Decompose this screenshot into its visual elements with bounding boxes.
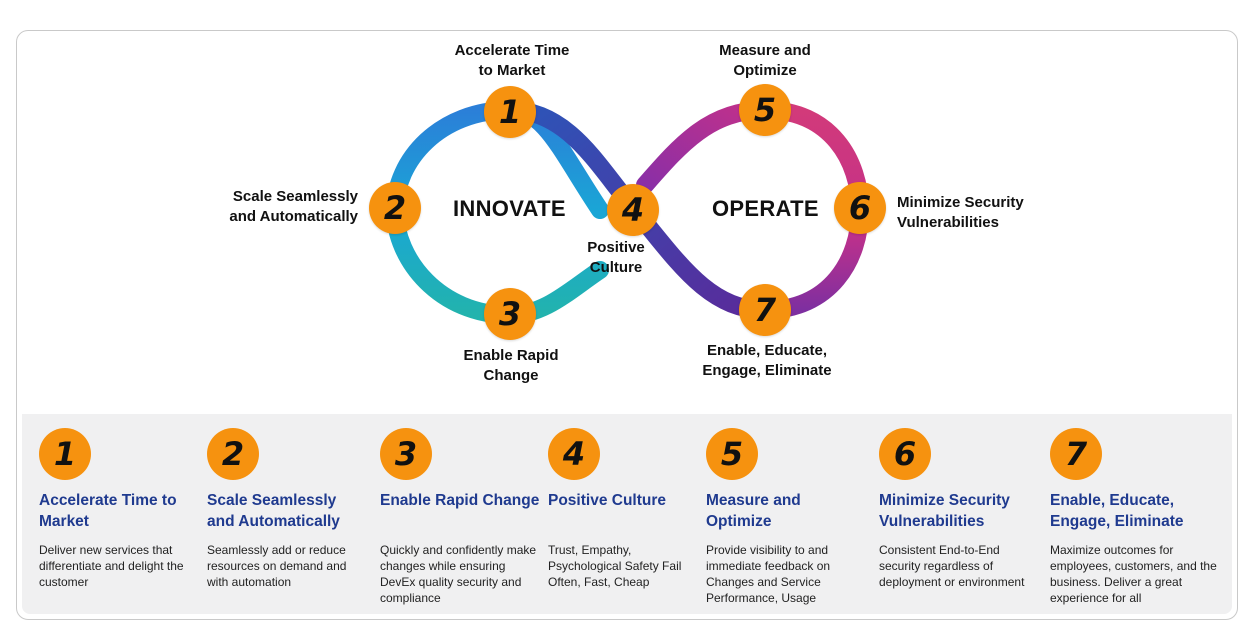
card-description: Quickly and confidently make changes whi…: [380, 543, 537, 605]
card-description: Deliver new services that differentiate …: [39, 543, 184, 589]
diagram-badge-6: 6: [834, 182, 886, 234]
card-title: Measure and Optimize: [706, 492, 801, 530]
diagram-label-3: Enable Rapid Change: [463, 347, 559, 384]
card-number-badge: 5: [706, 428, 758, 480]
card-title: Scale Seamlessly and Automatically: [207, 492, 340, 530]
diagram-badge-4: 4: [607, 184, 659, 236]
card-description: Maximize outcomes for employees, custome…: [1050, 543, 1217, 605]
card-6: 6 Minimize Security Vulnerabilities Cons…: [879, 428, 1039, 590]
diagram-label-1: Accelerate Time to Market: [454, 42, 570, 79]
diagram-badge-5: 5: [739, 84, 791, 136]
card-description: Trust, Empathy, Psychological Safety Fai…: [548, 543, 682, 589]
card-title: Positive Culture: [548, 492, 666, 509]
card-description: Consistent End-to-End security regardles…: [879, 543, 1025, 589]
card-3: 3 Enable Rapid Change Quickly and confid…: [380, 428, 540, 606]
card-1: 1 Accelerate Time to Market Deliver new …: [39, 428, 199, 590]
diagram-badge-3: 3: [484, 288, 536, 340]
diagram-badge-1: 1: [484, 86, 536, 138]
diagram-label-2: Scale Seamlessly and Automatically: [229, 188, 358, 225]
card-4: 4 Positive Culture Trust, Empathy, Psych…: [548, 428, 708, 590]
card-2: 2 Scale Seamlessly and Automatically Sea…: [207, 428, 367, 590]
card-number-badge: 7: [1050, 428, 1102, 480]
card-number-badge: 2: [207, 428, 259, 480]
card-description: Seamlessly add or reduce resources on de…: [207, 543, 347, 589]
card-title: Accelerate Time to Market: [39, 492, 177, 530]
diagram-badge-7: 7: [739, 284, 791, 336]
diagram-label-6: Minimize Security Vulnerabilities: [897, 194, 1024, 231]
card-description: Provide visibility to and immediate feed…: [706, 543, 831, 605]
card-number-badge: 3: [380, 428, 432, 480]
operate-label: OPERATE: [712, 196, 819, 221]
card-number-badge: 4: [548, 428, 600, 480]
diagram-label-4: Positive Culture: [587, 239, 645, 276]
card-number-badge: 1: [39, 428, 91, 480]
innovate-label: INNOVATE: [453, 196, 566, 221]
card-7: 7 Enable, Educate, Engage, Eliminate Max…: [1050, 428, 1222, 606]
card-title: Enable Rapid Change: [380, 492, 540, 509]
card-title: Minimize Security Vulnerabilities: [879, 492, 1010, 530]
card-number-badge: 6: [879, 428, 931, 480]
card-title: Enable, Educate, Engage, Eliminate: [1050, 492, 1184, 530]
diagram-badge-2: 2: [369, 182, 421, 234]
card-5: 5 Measure and Optimize Provide visibilit…: [706, 428, 866, 606]
diagram-label-7: Enable, Educate, Engage, Eliminate: [702, 342, 832, 379]
diagram-label-5: Measure and Optimize: [719, 42, 811, 79]
